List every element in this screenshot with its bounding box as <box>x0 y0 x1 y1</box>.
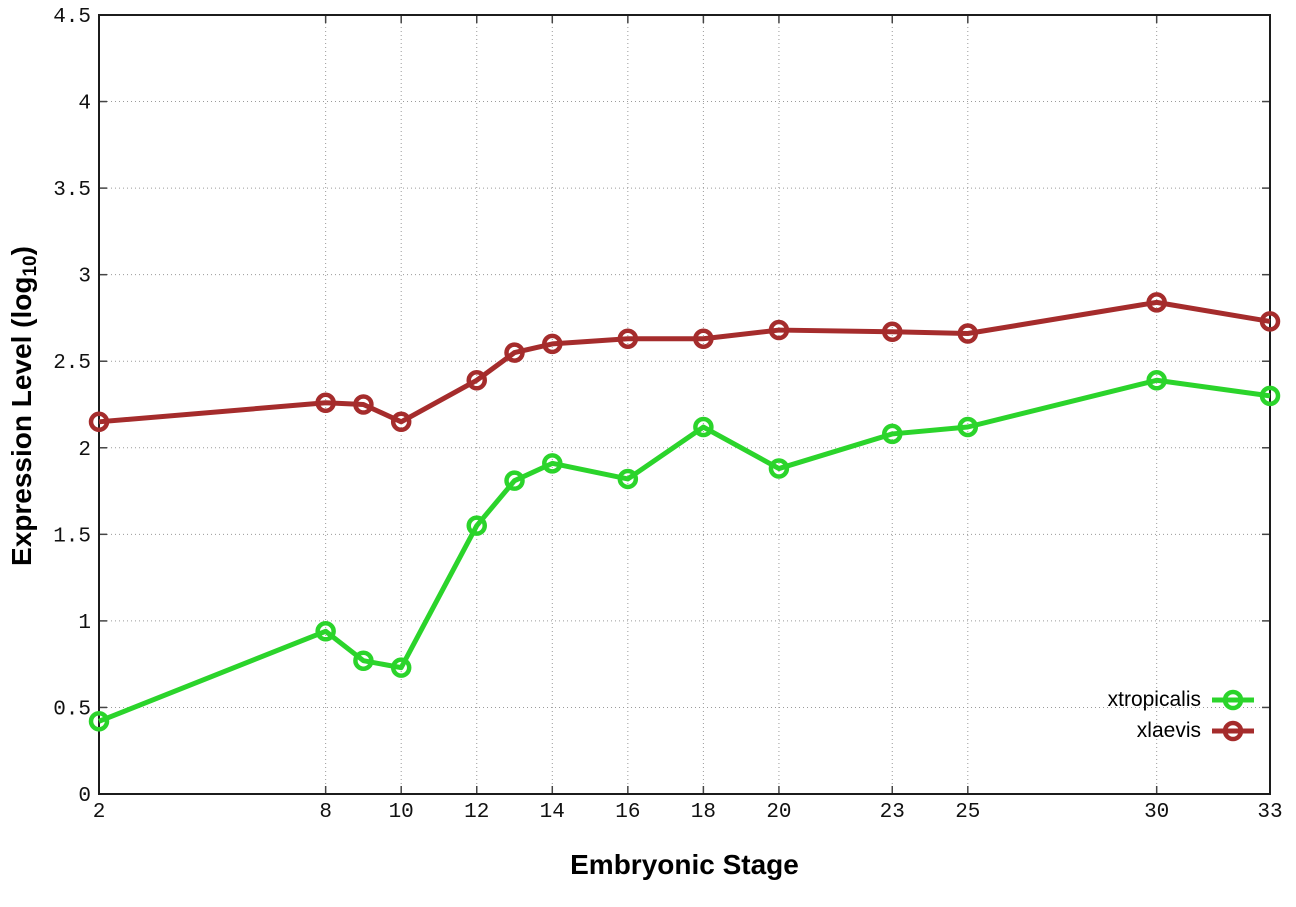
data-point-xlaevis <box>542 333 563 355</box>
x-tick-label: 30 <box>1144 801 1169 824</box>
x-tick-label: 18 <box>691 801 716 824</box>
data-point-xlaevis <box>957 323 979 344</box>
y-tick-label: 4 <box>78 93 91 116</box>
data-point-xlaevis <box>315 392 336 414</box>
plot-frame <box>98 14 1271 795</box>
data-point-xtropicalis <box>882 423 903 445</box>
legend-sample-line-icon <box>1212 720 1254 741</box>
series-line-xlaevis <box>98 299 1271 425</box>
data-point-xlaevis <box>353 394 374 415</box>
data-point-xtropicalis <box>542 453 563 474</box>
data-point-xtropicalis <box>693 416 714 438</box>
legend-item-xlaevis: xlaevis <box>1108 715 1256 746</box>
y-axis-title-subscript: 10 <box>20 255 42 277</box>
data-point-xlaevis <box>768 319 790 341</box>
legend-item-xtropicalis: xtropicalis <box>1108 684 1256 715</box>
legend-label-xtropicalis: xtropicalis <box>1107 687 1201 711</box>
data-point-xtropicalis <box>617 468 639 490</box>
data-point-xlaevis <box>617 328 639 349</box>
y-tick-label: 4.5 <box>53 6 91 29</box>
y-tick-label: 2 <box>78 439 91 462</box>
series-line-xtropicalis <box>98 377 1271 724</box>
x-tick-label: 33 <box>1257 801 1282 824</box>
data-point-xlaevis <box>88 411 110 433</box>
y-tick-label: 3 <box>78 266 91 289</box>
x-tick-label: 8 <box>319 801 332 824</box>
data-point-xlaevis <box>1259 311 1281 332</box>
y-axis-title-prefix: Expression Level (log <box>6 276 37 566</box>
data-point-xlaevis <box>882 321 903 343</box>
y-axis-title: Expression Level (log10) <box>5 156 42 656</box>
data-point-xlaevis <box>504 342 525 363</box>
x-tick-label: 14 <box>540 801 565 824</box>
y-tick-label: 0.5 <box>53 698 91 721</box>
data-point-xtropicalis <box>88 711 110 732</box>
y-tick-label: 2.5 <box>53 352 91 375</box>
data-point-xtropicalis <box>466 515 487 536</box>
y-tick-label: 1 <box>78 612 91 635</box>
legend-label-xlaevis: xlaevis <box>1136 718 1201 742</box>
data-point-xtropicalis <box>504 470 525 491</box>
y-axis-title-suffix: ) <box>6 246 37 256</box>
data-point-xtropicalis <box>957 416 979 438</box>
x-tick-label: 2 <box>93 801 106 824</box>
x-tick-label: 16 <box>615 801 640 824</box>
data-point-xtropicalis <box>1146 370 1167 391</box>
x-tick-label: 10 <box>389 801 414 824</box>
data-point-xlaevis <box>693 328 714 349</box>
data-point-xtropicalis <box>315 621 336 642</box>
data-point-xlaevis <box>466 370 487 391</box>
y-tick-label: 3.5 <box>53 179 91 202</box>
data-point-xlaevis <box>390 411 412 433</box>
data-point-xtropicalis <box>353 650 374 671</box>
x-tick-label: 12 <box>464 801 489 824</box>
y-tick-label: 1.5 <box>53 525 91 548</box>
legend: xtropicalis xlaevis <box>1108 684 1256 746</box>
data-point-xtropicalis <box>390 657 412 678</box>
x-tick-label: 20 <box>766 801 791 824</box>
y-tick-label: 0 <box>78 785 91 808</box>
data-point-xlaevis <box>1146 292 1167 313</box>
x-tick-label: 25 <box>955 801 980 824</box>
data-point-xtropicalis <box>768 458 790 479</box>
data-point-xtropicalis <box>1259 385 1281 407</box>
legend-sample-line-icon <box>1212 689 1254 710</box>
x-tick-label: 23 <box>880 801 905 824</box>
x-axis-title: Embryonic Stage <box>570 849 799 880</box>
